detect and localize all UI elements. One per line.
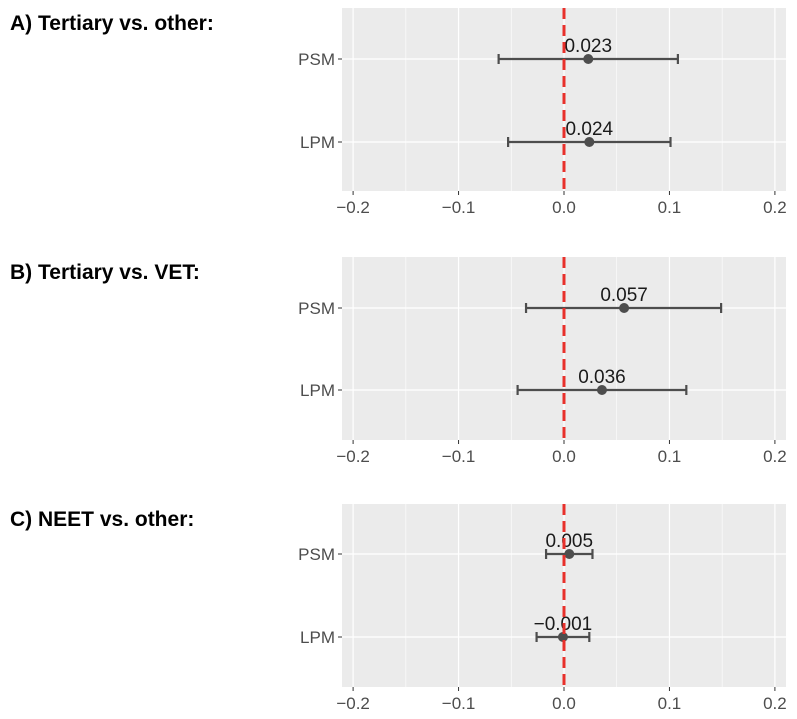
y-tick-label: LPM: [300, 628, 335, 647]
y-tick-label: LPM: [300, 133, 335, 152]
point-estimate: [583, 54, 594, 64]
point-estimate: [557, 632, 568, 642]
panel-a: A) Tertiary vs. other: −0.2 −0.1 0.0 0.1 0.2 P…: [10, 8, 787, 217]
estimate-psm: 0.057: [524, 285, 723, 313]
point-estimate: [596, 385, 607, 395]
data-label: 0.024: [566, 119, 614, 140]
estimate-psm: 0.005: [544, 531, 594, 559]
y-tick-label: PSM: [298, 50, 335, 69]
x-tick-label: 0.2: [763, 198, 787, 217]
x-tick-label: 0.1: [658, 447, 682, 466]
panel-b: B) Tertiary vs. VET: −0.2 −0.1 0.0 0.1 0.2 PSM…: [10, 257, 787, 466]
y-tick-label: PSM: [298, 545, 335, 564]
x-tick-label: −0.2: [336, 198, 370, 217]
panel-title: C) NEET vs. other:: [10, 508, 194, 531]
estimate-lpm: 0.024: [507, 119, 672, 147]
estimate-psm: 0.023: [497, 36, 679, 64]
x-tick-label: 0.1: [658, 198, 682, 217]
data-label: 0.023: [564, 36, 612, 57]
data-label: 0.036: [578, 367, 626, 388]
x-tick-label: 0.0: [552, 694, 576, 713]
data-label: 0.057: [600, 285, 648, 306]
x-tick-label: 0.2: [763, 694, 787, 713]
x-tick-label: −0.2: [336, 694, 370, 713]
panel-c: C) NEET vs. other: −0.2 −0.1 0.0 0.1 0.2 PSM LP…: [10, 504, 787, 713]
y-tick-label: LPM: [300, 381, 335, 400]
y-tick-label: PSM: [298, 299, 335, 318]
x-tick-label: −0.1: [442, 694, 476, 713]
x-tick-label: 0.2: [763, 447, 787, 466]
point-estimate: [619, 303, 630, 313]
x-tick-label: −0.1: [442, 198, 476, 217]
x-tick-label: 0.0: [552, 447, 576, 466]
panel-title: B) Tertiary vs. VET:: [10, 261, 200, 284]
x-tick-label: 0.0: [552, 198, 576, 217]
x-tick-label: −0.1: [442, 447, 476, 466]
x-tick-label: −0.2: [336, 447, 370, 466]
point-estimate: [564, 549, 575, 559]
estimate-lpm: 0.036: [516, 367, 688, 395]
data-label: 0.005: [545, 531, 593, 552]
panel-title: A) Tertiary vs. other:: [10, 12, 214, 35]
point-estimate: [584, 137, 595, 147]
x-tick-label: 0.1: [658, 694, 682, 713]
